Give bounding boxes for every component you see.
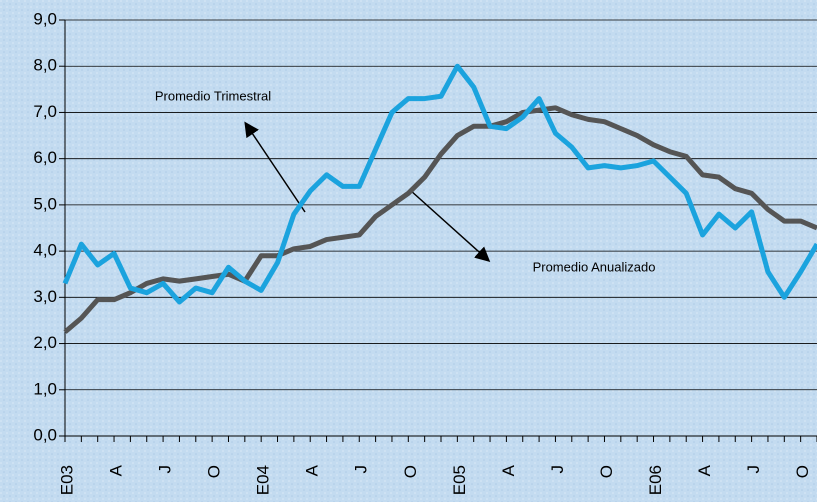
x-tick-label: O xyxy=(401,465,420,478)
annotation: Promedio Anualizado xyxy=(533,259,656,274)
series-line xyxy=(62,63,817,305)
y-tick-label: 9,0 xyxy=(33,9,57,28)
y-tick-label: 4,0 xyxy=(33,241,57,260)
x-tick-label: O xyxy=(205,465,224,478)
x-tick-label: E04 xyxy=(254,465,273,495)
x-tick-label: E06 xyxy=(646,465,665,495)
y-tick-label: 7,0 xyxy=(33,102,57,121)
x-tick-label: E05 xyxy=(450,465,469,495)
arrow xyxy=(409,189,491,263)
x-tick-label: E03 xyxy=(57,465,76,495)
y-tick-label: 0,0 xyxy=(33,425,57,444)
x-tick-label: J xyxy=(352,465,371,474)
x-tick-label: A xyxy=(499,464,518,476)
y-tick-label: 8,0 xyxy=(33,56,57,75)
y-tick-label: 3,0 xyxy=(33,287,57,306)
arrow xyxy=(244,121,306,213)
y-tick-label: 6,0 xyxy=(33,148,57,167)
x-tick-label: A xyxy=(303,464,322,476)
x-tick-label: O xyxy=(793,465,812,478)
series-line xyxy=(63,105,817,334)
x-tick-label: A xyxy=(695,464,714,476)
y-tick-label: 2,0 xyxy=(33,333,57,352)
x-tick-label: A xyxy=(107,464,126,476)
x-tick-label: O xyxy=(597,465,616,478)
annotation: Promedio Trimestral xyxy=(155,88,271,103)
x-tick-label: J xyxy=(548,465,567,474)
y-tick-label: 5,0 xyxy=(33,194,57,213)
x-tick-label: J xyxy=(156,465,175,474)
y-tick-label: 1,0 xyxy=(33,379,57,398)
x-tick-label: J xyxy=(744,465,763,474)
